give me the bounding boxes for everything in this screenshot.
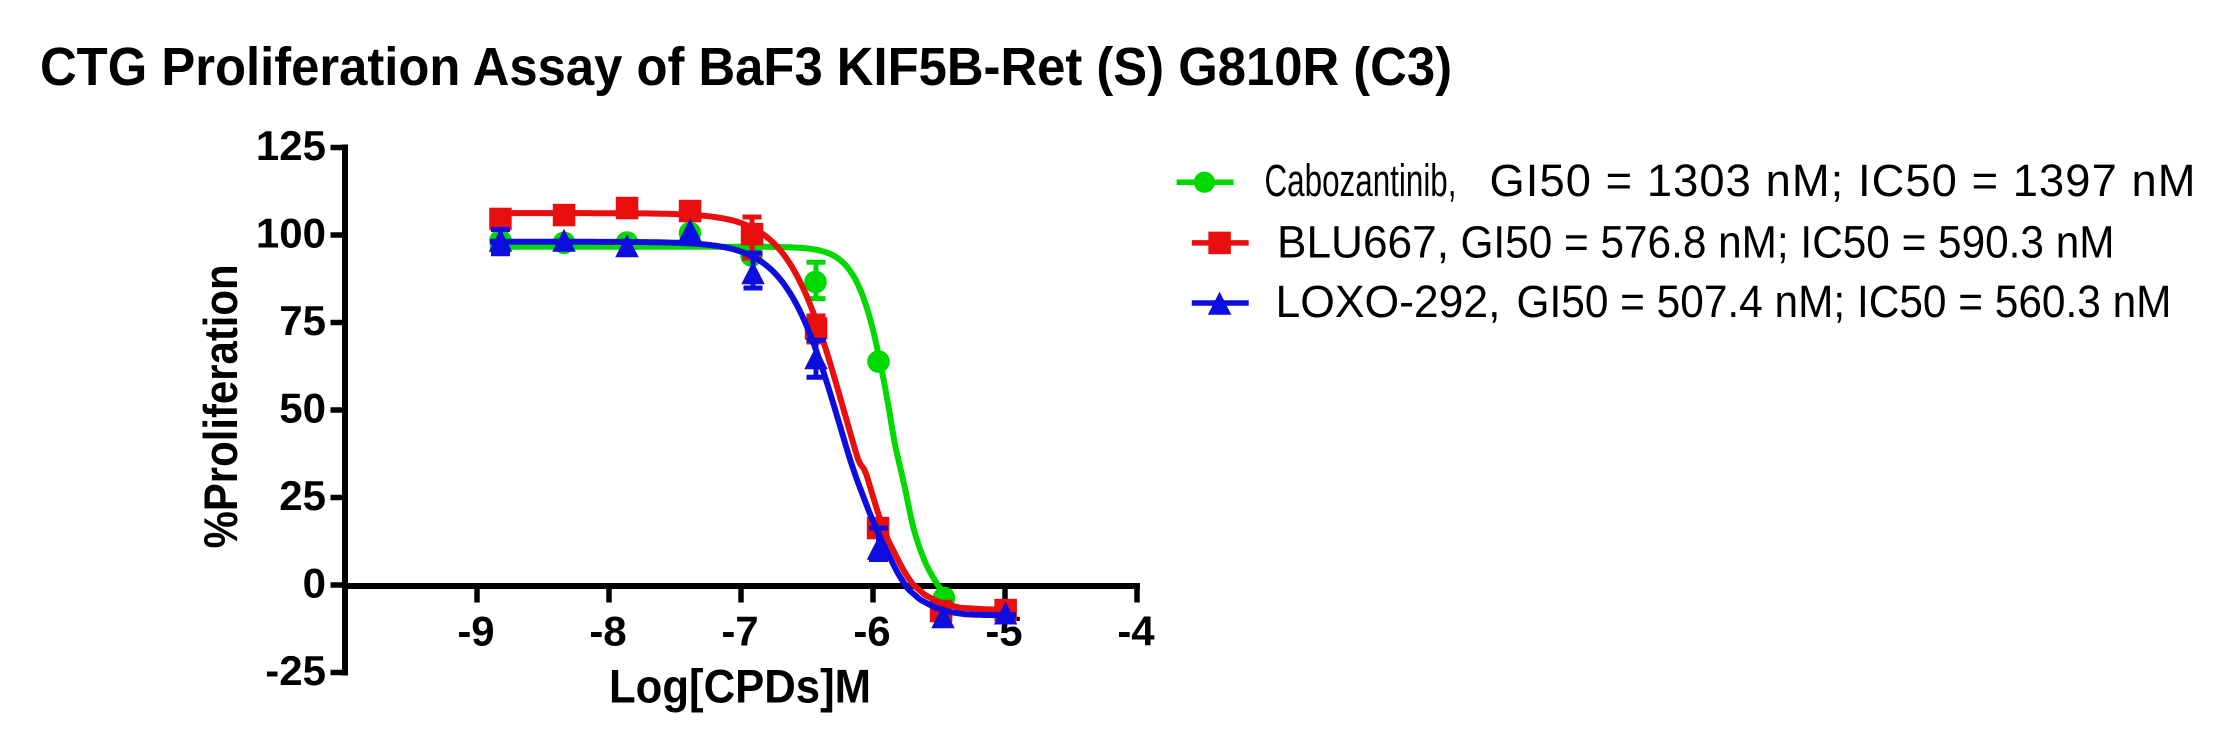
svg-text:-4: -4 (1117, 608, 1155, 655)
svg-text:-25: -25 (265, 647, 326, 694)
svg-text:100: 100 (256, 209, 326, 256)
svg-text:-6: -6 (853, 608, 890, 655)
svg-text:BLU667,: BLU667, (1277, 216, 1449, 267)
svg-text:25: 25 (279, 472, 326, 519)
svg-text:-9: -9 (457, 608, 494, 655)
svg-text:GI50 = 1303 nM; IC50 = 1397 nM: GI50 = 1303 nM; IC50 = 1397 nM (1490, 155, 2196, 206)
svg-text:125: 125 (256, 122, 326, 169)
svg-text:CTG Proliferation Assay of BaF: CTG Proliferation Assay of BaF3 KIF5B-Re… (40, 37, 1452, 97)
svg-text:50: 50 (279, 384, 326, 431)
svg-text:0: 0 (303, 559, 326, 606)
svg-text:LOXO-292,: LOXO-292, (1276, 276, 1501, 327)
svg-text:Log[CPDs]M: Log[CPDs]M (609, 660, 871, 713)
svg-text:-7: -7 (721, 608, 758, 655)
svg-text:GI50 = 576.8 nM; IC50 = 590.3: GI50 = 576.8 nM; IC50 = 590.3 nM (1461, 216, 2115, 267)
svg-text:GI50 = 507.4 nM; IC50 = 560.3: GI50 = 507.4 nM; IC50 = 560.3 nM (1517, 276, 2172, 327)
svg-text:75: 75 (279, 297, 326, 344)
svg-text:Cabozantinib,: Cabozantinib, (1265, 155, 1457, 206)
svg-text:-8: -8 (589, 608, 626, 655)
svg-text:%Proliferation: %Proliferation (194, 264, 247, 548)
